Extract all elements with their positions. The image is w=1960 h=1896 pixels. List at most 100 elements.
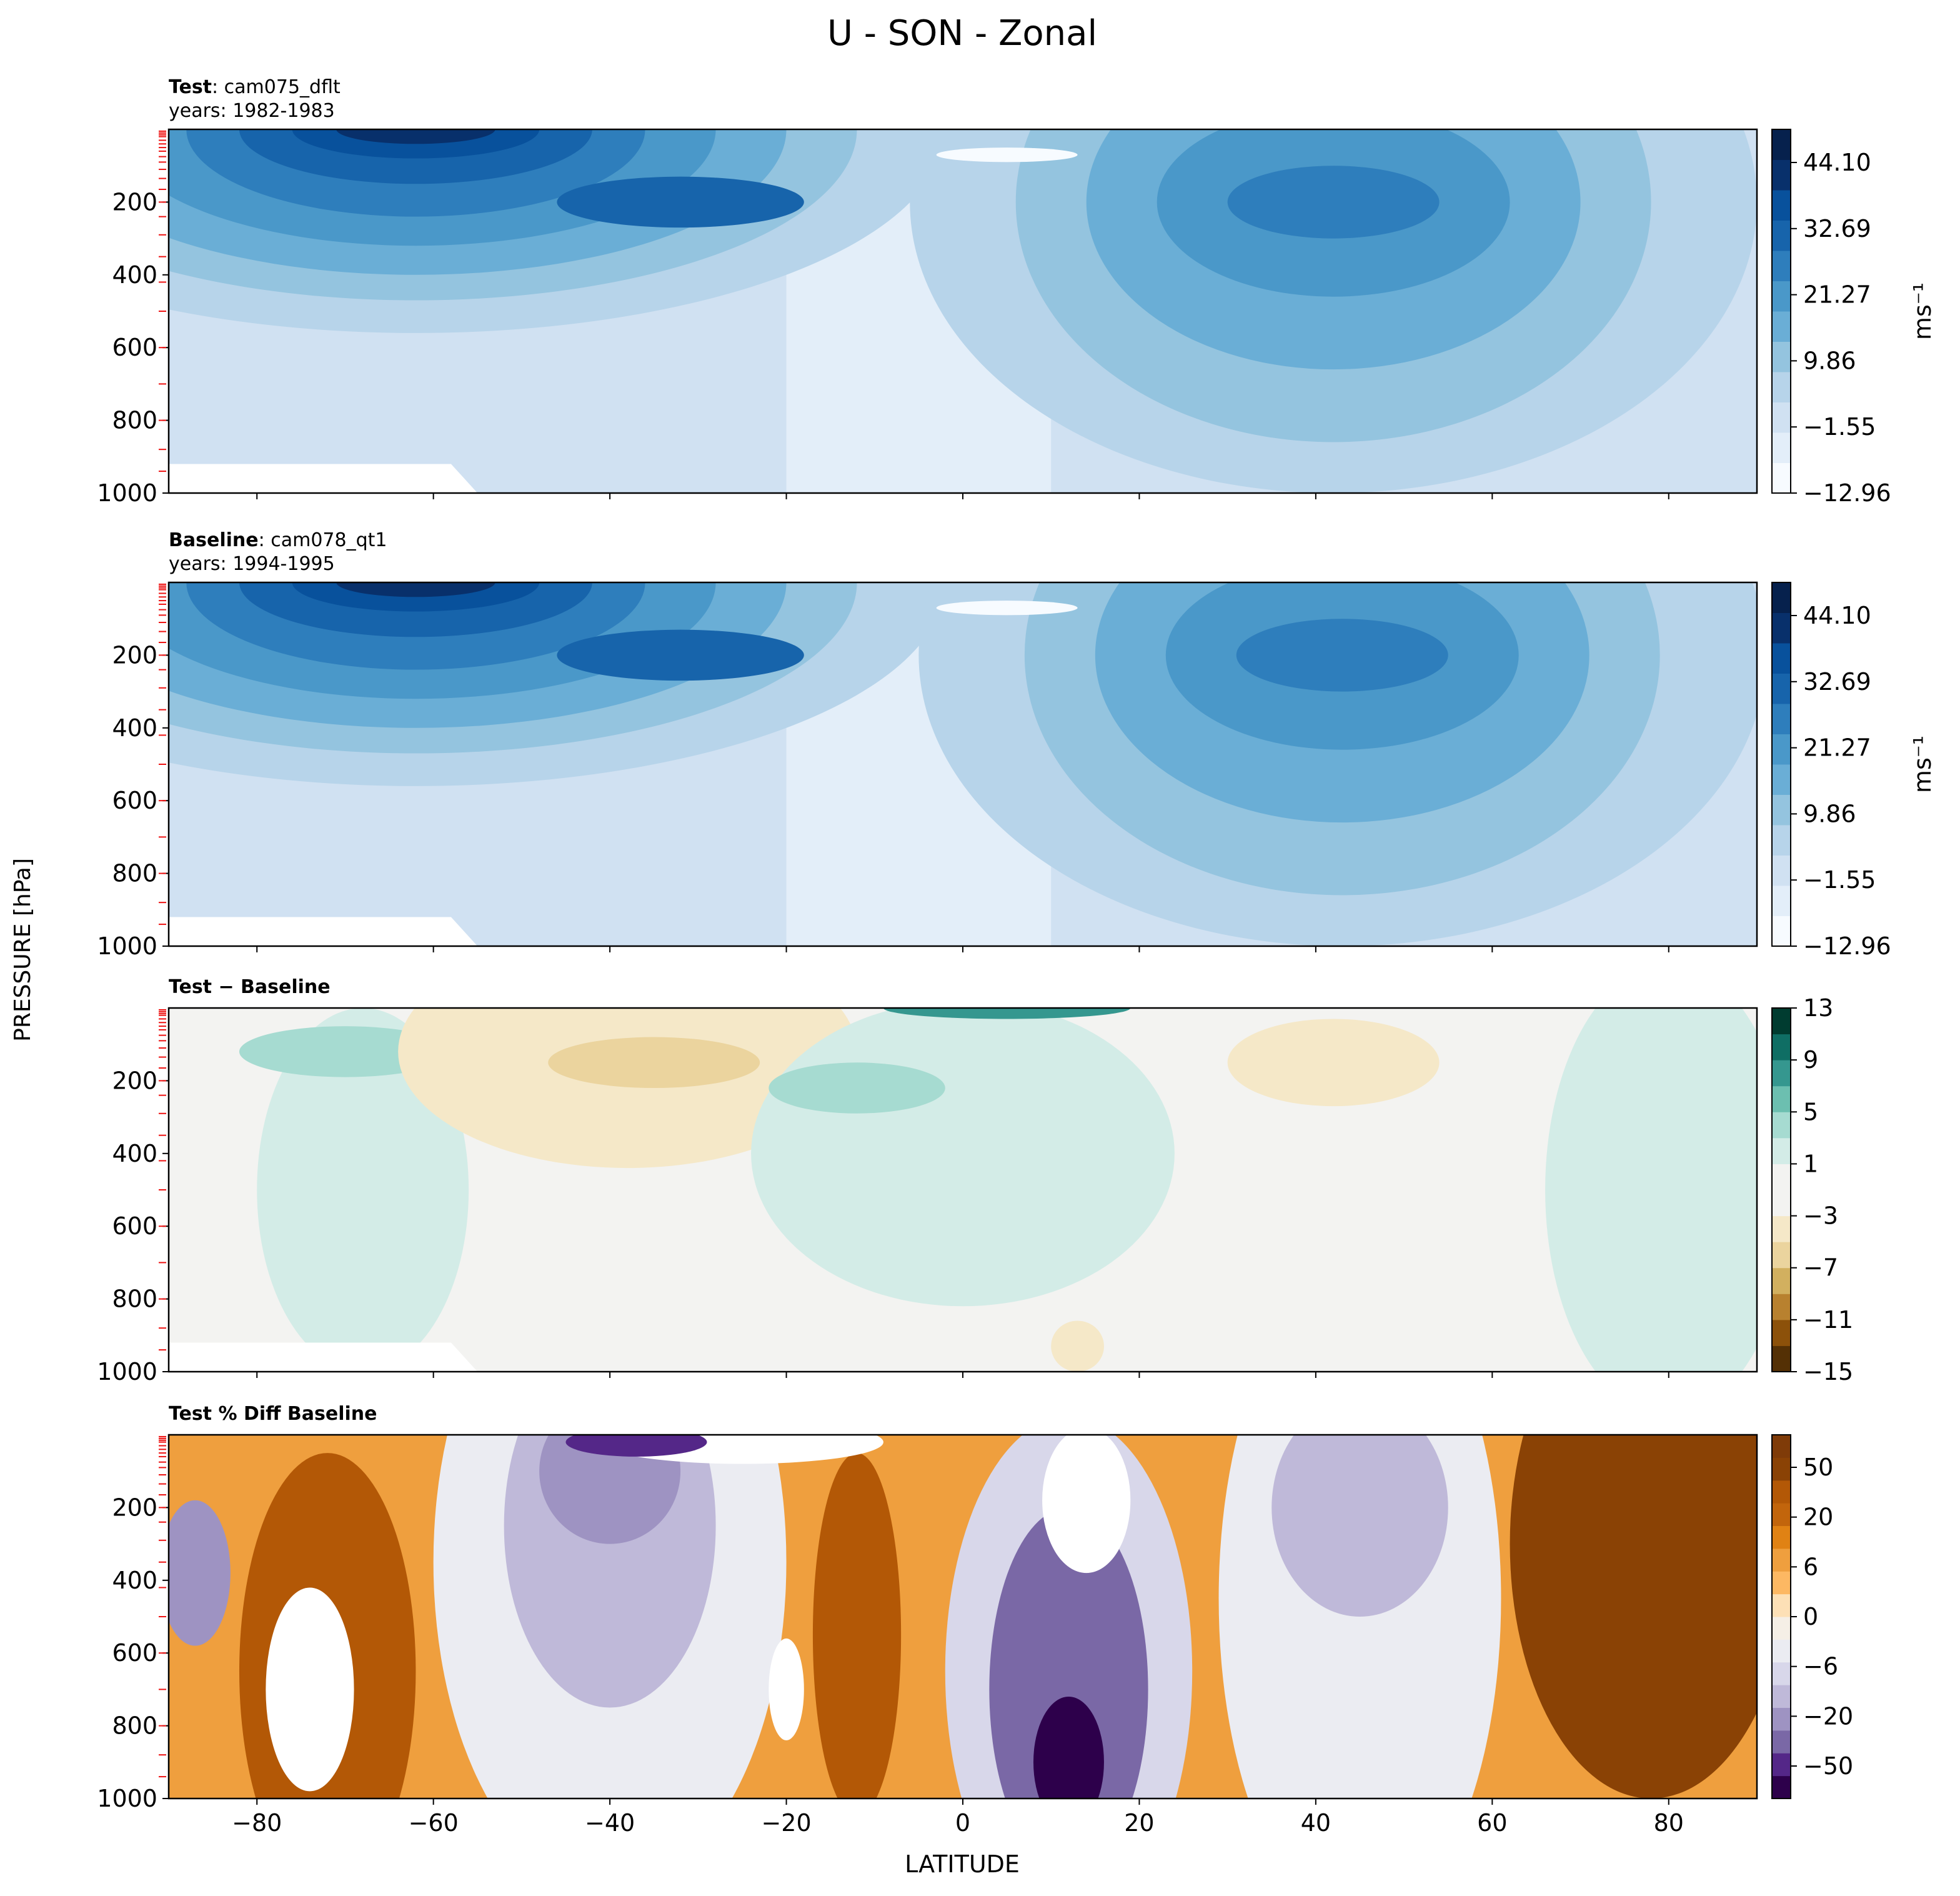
colorbar-tick-label: 21.27 [1803,281,1871,309]
colorbar-segment [1772,129,1791,160]
colorbar-segment [1772,855,1791,886]
colorbar-tick-label: −12.96 [1803,479,1891,507]
x-tick-label: −80 [232,1809,282,1837]
colorbar-segment [1772,1594,1791,1617]
colorbar-segment [1772,764,1791,795]
colorbar-segment [1772,1457,1791,1481]
colorbar-segment [1772,1503,1791,1526]
colorbar-tick-label: 20 [1803,1504,1833,1531]
colorbar-segment [1772,612,1791,644]
y-tick-label: 400 [112,261,157,289]
colorbar-segment [1772,582,1791,613]
colorbar-tick-label: −15 [1803,1358,1853,1385]
panel-1-colorbar [1771,129,1791,494]
colorbar-segment [1772,1617,1791,1640]
y-tick-label: 200 [112,641,157,669]
y-tick-label: 600 [112,787,157,814]
colorbar-segment [1772,794,1791,826]
colorbar-segment [1772,1775,1791,1799]
x-tick-label: 60 [1477,1809,1507,1837]
colorbar-segment [1772,1164,1791,1190]
y-tick-label: 200 [112,188,157,216]
colorbar-segment [1772,1215,1791,1242]
colorbar-segment [1772,1085,1791,1112]
colorbar-segment [1772,1190,1791,1217]
colorbar-segment [1772,1242,1791,1269]
colorbar-segment [1772,462,1791,494]
colorbar-segment [1772,251,1791,281]
colorbar-tick-label: −12.96 [1803,932,1891,960]
panel-1-field [169,129,1757,493]
y-tick-label: 200 [112,1494,157,1521]
colorbar-segment [1772,1294,1791,1320]
colorbar-tick-label: 32.69 [1803,668,1871,696]
colorbar-tick-label: −1.55 [1803,866,1876,894]
colorbar-segment [1772,734,1791,765]
y-tick-label: 600 [112,1639,157,1667]
colorbar-segment [1772,1707,1791,1731]
colorbar-tick-label: −1.55 [1803,413,1876,441]
colorbar-tick-label: 9 [1803,1046,1818,1074]
colorbar-tick-label: −3 [1803,1202,1838,1230]
x-tick-label: 20 [1124,1809,1154,1837]
y-tick-label: 1000 [97,1785,157,1812]
colorbar-segment [1772,1267,1791,1294]
colorbar-tick-label: 6 [1803,1553,1818,1580]
colorbar-tick-label: 32.69 [1803,215,1871,242]
colorbar-unit: ms⁻¹ [1909,736,1936,793]
y-tick-label: 400 [112,1567,157,1594]
colorbar-segment [1772,1685,1791,1708]
colorbar-segment [1772,673,1791,704]
colorbar-segment [1772,190,1791,221]
y-axis-label: PRESSURE [hPa] [10,858,36,1042]
x-tick-label: 40 [1301,1809,1331,1837]
colorbar-segment [1772,825,1791,856]
colorbar-segment [1772,1137,1791,1164]
colorbar-segment [1772,432,1791,463]
colorbar-tick-label: −7 [1803,1254,1838,1282]
y-tick-label: 600 [112,1212,157,1240]
panel-3-field [169,1008,1757,1372]
x-tick-label: −20 [761,1809,811,1837]
colorbar-segment [1772,341,1791,372]
y-tick-label: 800 [112,1712,157,1740]
panel-3-colorbar [1771,1007,1791,1372]
colorbar-tick-label: −6 [1803,1653,1838,1680]
colorbar-segment [1772,311,1791,342]
x-tick-label: 80 [1654,1809,1684,1837]
colorbar-tick-label: 13 [1803,994,1833,1022]
y-tick-label: 1000 [97,932,157,960]
colorbar-segment [1772,1662,1791,1685]
colorbar-segment [1772,372,1791,402]
x-tick-label: −60 [409,1809,459,1837]
panel-2-title: Baseline: cam078_qt1 [169,529,387,551]
colorbar-unit: ms⁻¹ [1909,282,1936,340]
colorbar-segment [1772,1112,1791,1139]
colorbar-segment [1772,704,1791,734]
colorbar-segment [1772,1060,1791,1087]
panel-3-title: Test − Baseline [169,976,331,998]
colorbar-segment [1772,1548,1791,1572]
y-tick-label: 600 [112,334,157,361]
colorbar-tick-label: −11 [1803,1306,1853,1334]
colorbar-tick-label: 1 [1803,1150,1818,1177]
colorbar-segment [1772,402,1791,433]
colorbar-segment [1772,220,1791,251]
colorbar-segment [1772,1525,1791,1549]
colorbar-tick-label: 50 [1803,1454,1833,1481]
panel-2-colorbar [1771,582,1791,947]
x-tick-label: −40 [585,1809,635,1837]
colorbar-segment [1772,1034,1791,1060]
colorbar-segment [1772,1435,1791,1458]
y-tick-label: 1000 [97,1358,157,1385]
colorbar-segment [1772,1319,1791,1346]
colorbar-tick-label: 21.27 [1803,734,1871,762]
colorbar-tick-label: −50 [1803,1752,1853,1780]
colorbar-segment [1772,643,1791,674]
colorbar-tick-label: 5 [1803,1098,1818,1125]
y-tick-label: 800 [112,407,157,434]
colorbar-segment [1772,1730,1791,1754]
y-tick-label: 400 [112,714,157,742]
panel-2-field [169,582,1757,946]
